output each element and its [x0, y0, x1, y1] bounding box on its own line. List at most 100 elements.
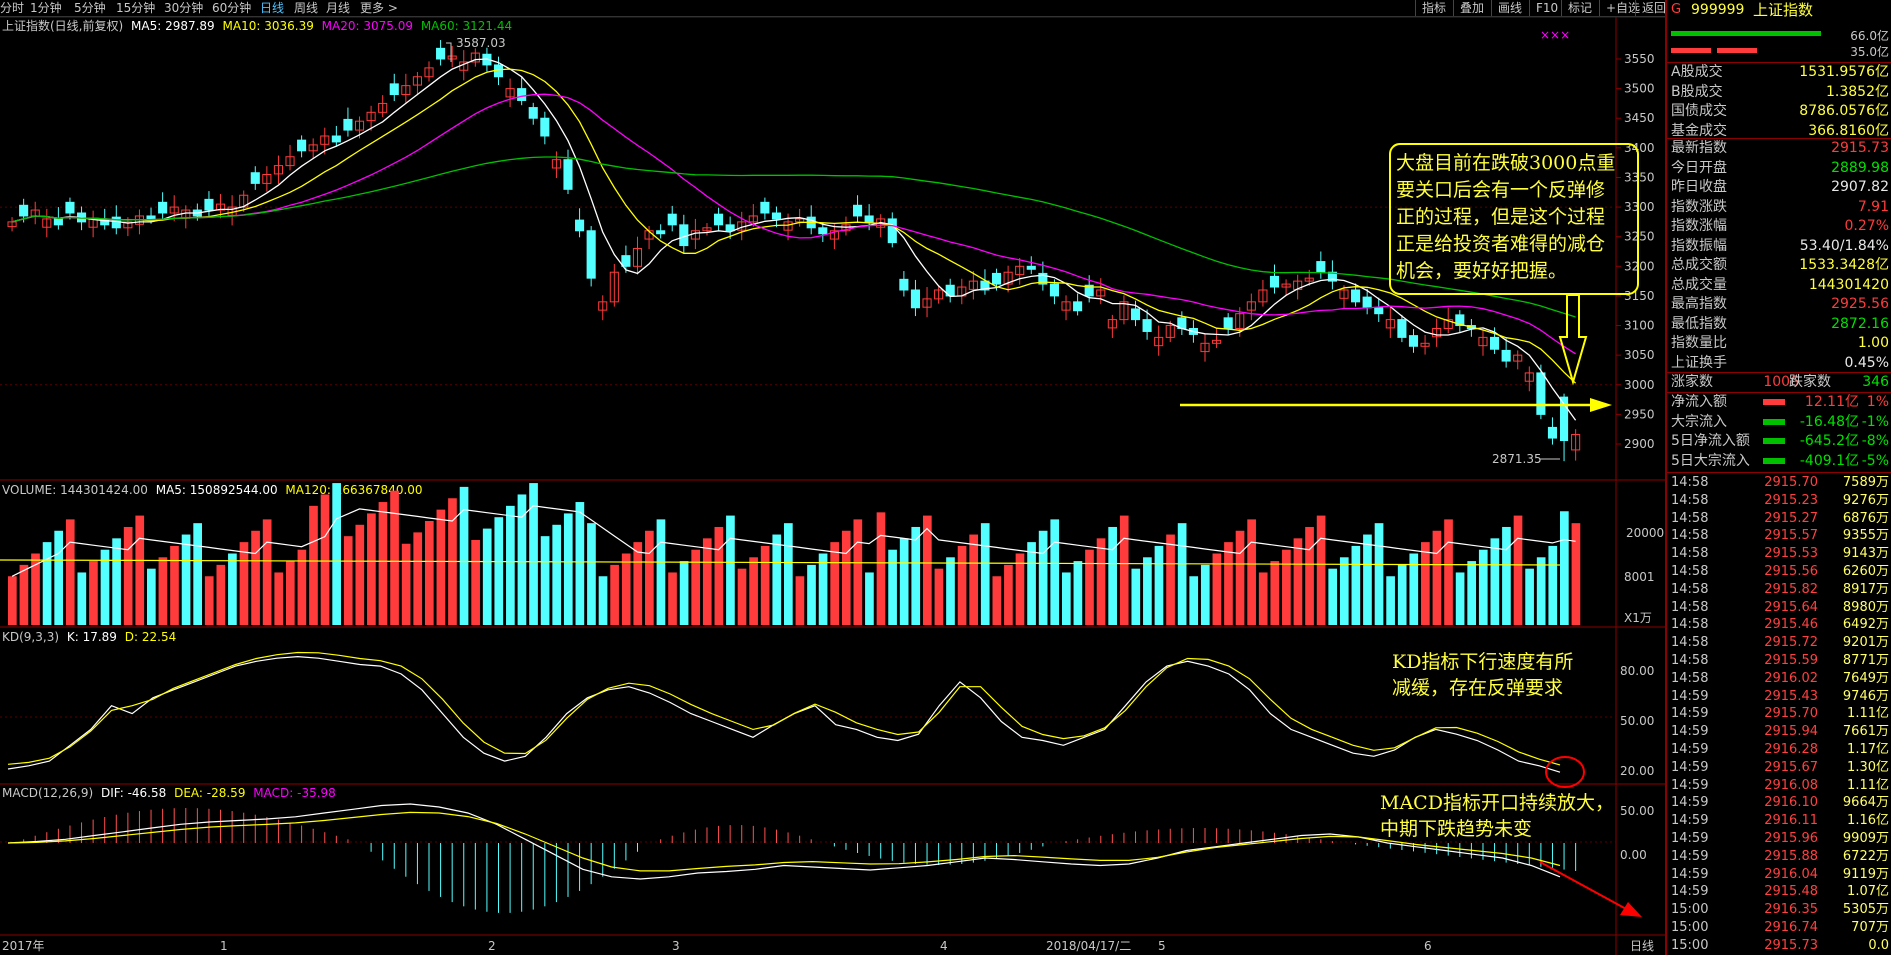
add-watchlist-button[interactable]: +自选 — [1599, 0, 1646, 16]
candle-body — [1304, 277, 1314, 282]
marker-stars: ××× — [1540, 28, 1570, 42]
stat-row: 国债成交 8786.0576亿 — [1671, 103, 1889, 119]
candle-body — [725, 224, 735, 232]
volume-header: VOLUME: 144301424.00 MA5: 150892544.00 M… — [2, 483, 423, 497]
volume-bar — [1502, 526, 1511, 625]
tick-row: 14:59 2915.88 6722万 — [1671, 848, 1889, 864]
volume-bar — [309, 505, 318, 625]
quote-row: 昨日收盘 2907.82 — [1671, 179, 1889, 195]
tick-row: 14:59 2915.96 9909万 — [1671, 831, 1889, 846]
candle-body — [1420, 342, 1430, 347]
volume-bar — [1096, 538, 1106, 625]
volume-ma120-line — [0, 559, 1561, 566]
grid-lines — [0, 206, 1616, 843]
mark-button[interactable]: 标记 — [1561, 0, 1598, 16]
volume-bar — [1200, 564, 1210, 625]
candle-body — [343, 118, 353, 131]
back-button[interactable]: 返回 — [1635, 0, 1672, 16]
flow-row: 净流入额 12.11亿 1% — [1671, 394, 1889, 410]
date-label: 5 — [1158, 939, 1166, 953]
tf-1min[interactable]: 1分钟 — [30, 1, 62, 15]
volume-bar — [830, 542, 840, 625]
candle-body — [818, 227, 828, 235]
candle-body — [401, 85, 411, 96]
callout-kd-line: KD指标下行速度有所 — [1392, 651, 1573, 673]
volume-bar — [285, 561, 295, 625]
quote-row: 指数涨幅 0.27% — [1671, 218, 1889, 234]
macd-axis: 50.00 0.00 — [1620, 804, 1654, 862]
volume-bar — [1212, 553, 1222, 625]
candle-body — [1327, 271, 1337, 282]
tf-weekly[interactable]: 周线 — [294, 1, 319, 15]
tf-fenshi[interactable]: 分时 — [0, 1, 25, 15]
f10-button[interactable]: F10 — [1529, 0, 1564, 16]
volume-bar — [1386, 576, 1395, 625]
quote-row: 今日开盘 2889.98 — [1671, 159, 1889, 176]
price-tick: 3250 — [1624, 230, 1655, 244]
volume-bar — [1478, 549, 1488, 625]
candle-body — [331, 135, 341, 143]
tick-row: 15:00 2916.35 5305万 — [1671, 902, 1889, 918]
date-label: 1 — [220, 939, 228, 953]
tf-more[interactable]: 更多 > — [360, 1, 398, 15]
quote-panel: G 999999 上证指数 66.0亿 35.0亿 A股成交 1531.9576亿… — [1665, 0, 1891, 955]
candle-body — [389, 83, 399, 96]
volume-ma5-line — [11, 505, 1576, 577]
tf-daily[interactable]: 日线 — [260, 1, 285, 15]
volume-bar — [668, 572, 677, 625]
volume-bar — [1108, 526, 1117, 625]
volume-bar — [969, 534, 978, 625]
candle-body — [1571, 434, 1581, 451]
volume-ma5: MA5: 150892544.00 — [156, 483, 278, 497]
kd-d: D: 22.54 — [125, 630, 176, 644]
tick-row: 14:59 2915.43 9746万 — [1671, 688, 1889, 704]
draw-line-button[interactable]: 画线 — [1491, 0, 1528, 16]
candle-body — [760, 201, 770, 214]
volume-bar — [980, 523, 990, 625]
candle-body — [412, 76, 422, 86]
volume-bar — [1061, 572, 1071, 625]
volume-bar — [1432, 530, 1442, 625]
volume-bar — [934, 568, 944, 625]
candle-body — [852, 204, 863, 217]
candle-body — [1026, 265, 1036, 270]
kd-header: KD(9,3,3) K: 17.89 D: 22.54 — [2, 630, 176, 644]
volume-bar — [1027, 542, 1036, 625]
volume-bar — [749, 557, 758, 625]
volume-bar — [216, 564, 226, 625]
candle-body — [378, 102, 388, 113]
candle-body — [968, 280, 978, 290]
quote-row: 总成交额 1533.3428亿 — [1671, 257, 1889, 273]
indicator-button[interactable]: 指标 — [1415, 0, 1452, 16]
volume-bar — [320, 494, 330, 625]
candle-body — [1281, 283, 1291, 288]
tf-60min[interactable]: 60分钟 — [212, 1, 252, 15]
volume-bar — [795, 576, 805, 625]
tf-5min[interactable]: 5分钟 — [74, 1, 106, 15]
candle-body — [158, 201, 168, 214]
tf-15min[interactable]: 15分钟 — [116, 1, 156, 15]
candle-body — [19, 204, 29, 217]
candle-body — [146, 215, 156, 220]
tf-monthly[interactable]: 月线 — [326, 1, 351, 15]
volume-bar — [876, 512, 886, 625]
tf-30min[interactable]: 30分钟 — [164, 1, 204, 15]
volume-bar — [355, 524, 365, 625]
volume-bar — [633, 542, 643, 625]
volume-bar — [378, 502, 388, 625]
candle-body — [980, 280, 990, 291]
overlay-button[interactable]: 叠加 — [1453, 0, 1490, 16]
tick-row: 14:58 2915.53 9143万 — [1671, 546, 1889, 562]
kd-lines — [7, 651, 1561, 773]
volume-bar — [645, 530, 654, 625]
candle-body — [829, 230, 839, 240]
volume-bar — [517, 494, 527, 625]
stock-code: 999999 — [1691, 2, 1745, 18]
candle-body — [1049, 283, 1059, 297]
candle-body — [1351, 289, 1361, 303]
callout-kd: KD指标下行速度有所 减缓，存在反弹要求 — [1392, 651, 1573, 699]
kline-chart[interactable]: 上证指数(日线,前复权) MA5: 2987.89 MA10: 3036.39 … — [0, 17, 1665, 955]
macd-tick: 50.00 — [1620, 804, 1654, 818]
volume-bar — [181, 534, 191, 625]
volume-bar — [1467, 561, 1477, 625]
